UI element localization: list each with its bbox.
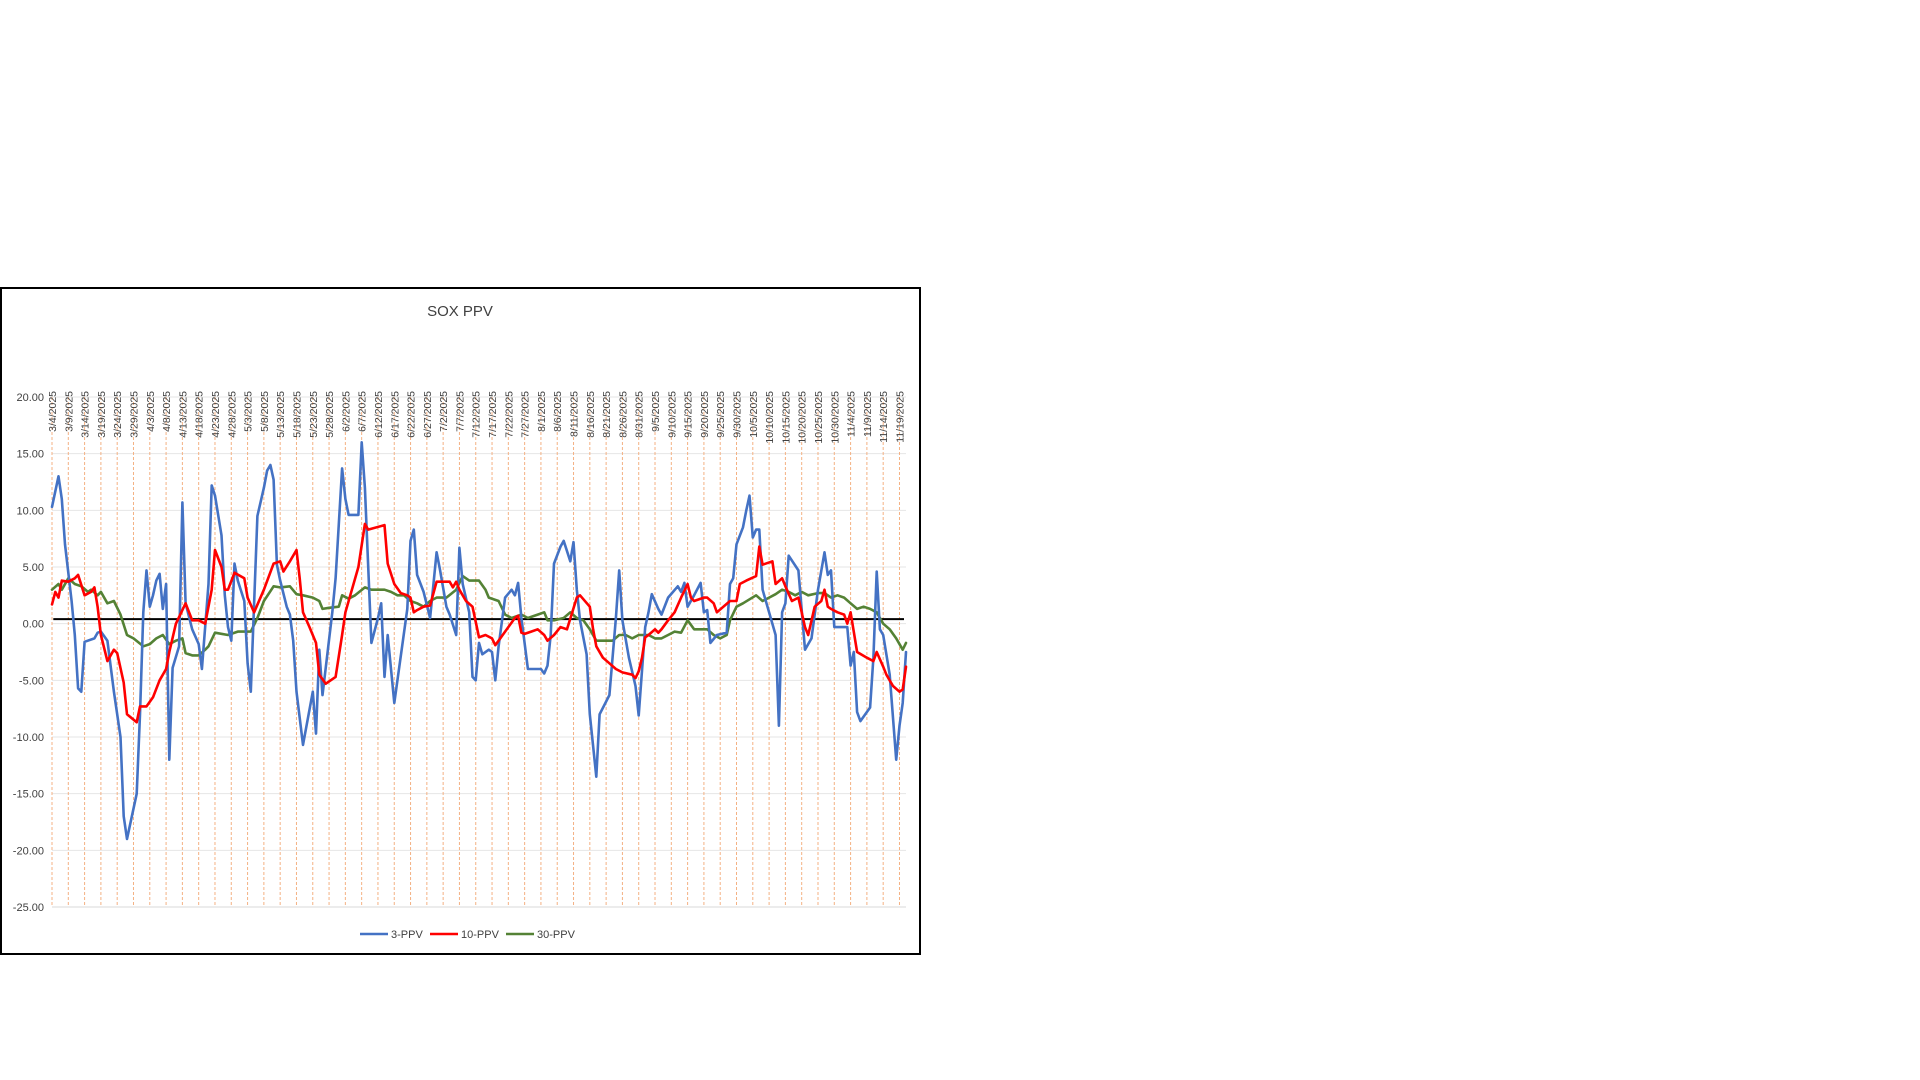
x-tick-label: 10/30/2025 (829, 391, 841, 444)
x-tick-label: 5/18/2025 (291, 391, 303, 438)
x-tick-label: 7/7/2025 (454, 391, 466, 432)
series-line-10-ppv (50, 522, 908, 724)
series-lines (50, 441, 908, 841)
x-tick-label: 6/7/2025 (357, 391, 369, 432)
x-tick-label: 6/12/2025 (373, 391, 385, 438)
x-tick-label: 8/21/2025 (601, 391, 613, 438)
x-tick-label: 6/2/2025 (340, 391, 352, 432)
y-axis-ticks: 20.00 15.00 10.00 5.00 0.00 -5.00 -10.00 -15.00… (13, 392, 44, 914)
chart-frame: SOX PPV 20.00 15.00 10.00 5.00 0.00 -5.00 -10.… (0, 287, 921, 955)
x-tick-label: 8/11/2025 (569, 391, 581, 437)
x-tick-label: 4/23/2025 (210, 391, 222, 438)
x-tick-label: 7/22/2025 (503, 391, 515, 438)
x-tick-label: 8/16/2025 (585, 391, 597, 438)
x-tick-label: 3/24/2025 (112, 391, 124, 438)
x-tick-label: 10/10/2025 (764, 391, 776, 444)
y-tick-label: 10.00 (16, 505, 44, 517)
x-tick-label: 5/23/2025 (308, 391, 320, 438)
x-tick-label: 8/1/2025 (536, 391, 548, 432)
x-tick-label: 10/5/2025 (748, 391, 760, 438)
x-tick-label: 10/20/2025 (797, 391, 809, 444)
x-tick-label: 8/26/2025 (617, 391, 629, 438)
y-tick-label: 20.00 (16, 392, 44, 404)
x-tick-label: 6/22/2025 (406, 391, 418, 438)
x-tick-label: 9/20/2025 (699, 391, 711, 438)
x-tick-label: 4/13/2025 (177, 391, 189, 438)
x-tick-label: 3/4/2025 (47, 391, 59, 432)
x-tick-label: 8/6/2025 (552, 391, 564, 432)
x-tick-label: 4/18/2025 (194, 391, 206, 438)
y-tick-label: 15.00 (16, 449, 44, 461)
x-tick-label: 11/14/2025 (878, 391, 890, 443)
x-tick-label: 9/15/2025 (683, 391, 695, 438)
y-tick-label: -5.00 (19, 675, 44, 687)
chart-svg: SOX PPV 20.00 15.00 10.00 5.00 0.00 -5.00 -10.… (13, 303, 908, 941)
x-tick-label: 5/8/2025 (259, 391, 271, 432)
x-tick-label: 6/27/2025 (422, 391, 434, 438)
x-tick-label: 7/12/2025 (471, 391, 483, 438)
y-tick-label: -20.00 (13, 845, 44, 857)
x-tick-label: 9/10/2025 (666, 391, 678, 438)
x-tick-label: 11/19/2025 (894, 391, 906, 443)
legend: 3-PPV 10-PPV 30-PPV (360, 929, 576, 941)
legend-label-3-ppv: 3-PPV (391, 929, 423, 941)
x-tick-label: 7/2/2025 (438, 391, 450, 432)
x-tick-label: 10/25/2025 (813, 391, 825, 444)
chart-title: SOX PPV (427, 303, 493, 320)
x-tick-label: 5/28/2025 (324, 391, 336, 438)
x-tick-label: 3/9/2025 (63, 391, 75, 432)
x-tick-label: 3/19/2025 (96, 391, 108, 438)
x-tick-label: 9/25/2025 (715, 391, 727, 438)
x-tick-label: 3/29/2025 (128, 391, 140, 438)
legend-label-10-ppv: 10-PPV (461, 929, 500, 941)
x-tick-label: 11/9/2025 (862, 391, 874, 437)
y-tick-label: -25.00 (13, 902, 44, 914)
x-tick-label: 4/3/2025 (145, 391, 157, 432)
series-line-3-ppv (50, 441, 908, 841)
x-tick-label: 7/27/2025 (520, 391, 532, 438)
x-tick-label: 8/31/2025 (634, 391, 646, 438)
x-tick-label: 9/5/2025 (650, 391, 662, 432)
y-tick-label: -10.00 (13, 732, 44, 744)
x-tick-label: 11/4/2025 (846, 391, 858, 437)
x-tick-label: 5/13/2025 (275, 391, 287, 438)
x-tick-label: 3/14/2025 (80, 391, 92, 438)
x-tick-label: 10/15/2025 (780, 391, 792, 444)
x-tick-label: 7/17/2025 (487, 391, 499, 438)
x-tick-label: 5/3/2025 (243, 391, 255, 432)
x-tick-label: 4/8/2025 (161, 391, 173, 432)
x-tick-label: 9/30/2025 (732, 391, 744, 438)
legend-label-30-ppv: 30-PPV (537, 929, 576, 941)
y-tick-label: 0.00 (23, 619, 44, 631)
x-axis-ticks: 3/4/2025 3/9/2025 3/14/2025 3/19/2025 3/24/2… (47, 391, 906, 444)
x-tick-label: 6/17/2025 (389, 391, 401, 438)
y-tick-label: 5.00 (23, 562, 44, 574)
y-tick-label: -15.00 (13, 789, 44, 801)
x-tick-label: 4/28/2025 (226, 391, 238, 438)
